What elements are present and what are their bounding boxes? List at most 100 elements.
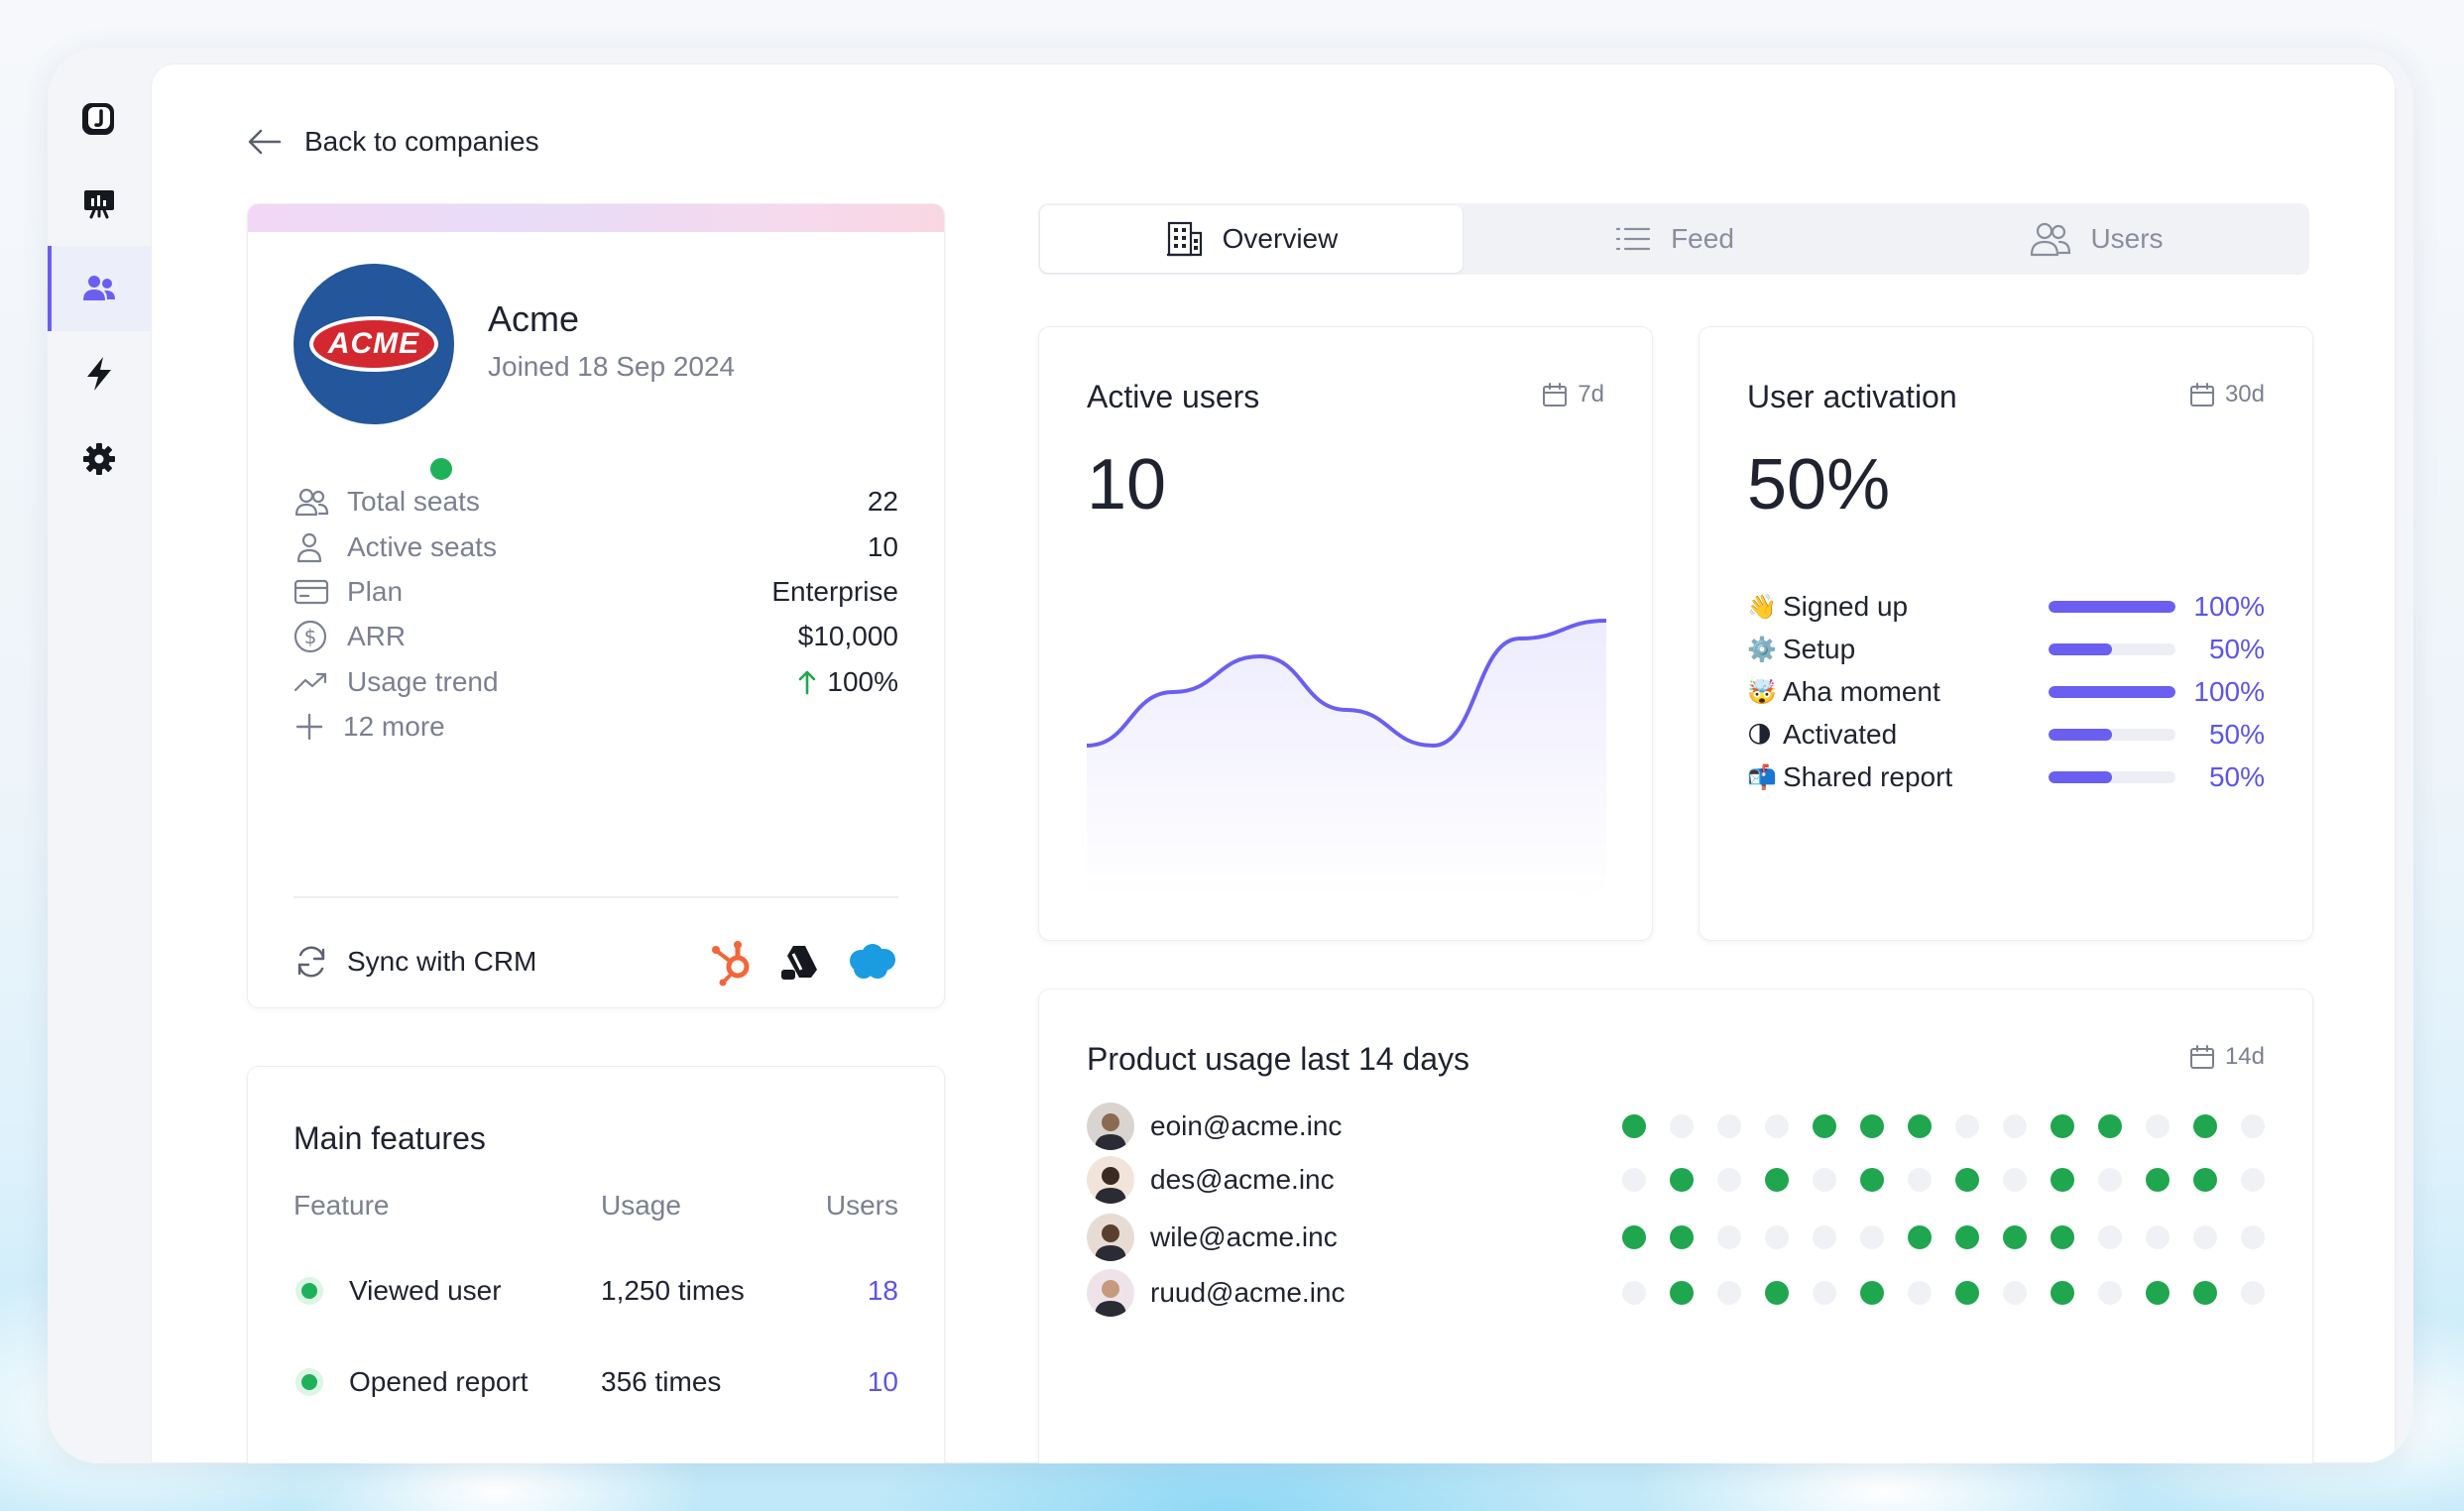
inactive-day-dot xyxy=(1955,1114,1979,1138)
salesforce-icon[interactable] xyxy=(845,942,898,982)
user-email: eoin@acme.inc xyxy=(1150,1110,1343,1141)
activation-step-row[interactable]: 🤯 Aha moment 100% xyxy=(1747,672,2265,712)
daily-usage-dots xyxy=(1622,1225,2265,1249)
attribute-row-active-seats: Active seats 10 xyxy=(293,523,898,571)
attribute-value: 10 xyxy=(867,531,898,562)
period-selector[interactable]: 14d xyxy=(2189,1043,2265,1071)
show-more-attributes-button[interactable]: 12 more xyxy=(293,703,898,751)
sidebar-item-companies[interactable] xyxy=(48,246,151,331)
step-progress-fill xyxy=(2049,729,2112,741)
user-icon xyxy=(293,531,329,563)
sidebar-logo[interactable] xyxy=(48,75,151,161)
inactive-day-dot xyxy=(2146,1114,2170,1138)
online-status-dot xyxy=(426,454,456,484)
step-emoji-icon: 📬 xyxy=(1747,763,1777,791)
inactive-day-dot xyxy=(2003,1168,2027,1192)
attio-icon[interactable] xyxy=(779,942,823,982)
plus-icon xyxy=(293,711,329,743)
sidebar-item-automations[interactable] xyxy=(48,331,151,416)
tab-feed[interactable]: Feed xyxy=(1463,203,1885,275)
sidebar xyxy=(48,48,151,1463)
inactive-day-dot xyxy=(1860,1225,1884,1249)
feature-users-link[interactable]: 18 xyxy=(867,1275,898,1306)
arrow-up-icon xyxy=(799,670,816,695)
attribute-label: Active seats xyxy=(347,531,497,562)
sync-with-crm-row[interactable]: Sync with CRM xyxy=(293,934,898,989)
attribute-value: 22 xyxy=(867,486,898,517)
main-features-card: Main features Feature Usage Users Viewed… xyxy=(247,1066,945,1463)
active-status-dot xyxy=(295,1277,323,1305)
active-users-card: Active users 7d 10 xyxy=(1038,326,1653,941)
sync-icon xyxy=(297,946,325,978)
back-link-label: Back to companies xyxy=(304,126,539,157)
list-icon xyxy=(1615,227,1651,251)
step-emoji-icon: 👋 xyxy=(1747,593,1777,621)
table-row[interactable]: Viewed user 1,250 times 18 xyxy=(293,1275,898,1307)
company-logo: ACME xyxy=(293,264,456,484)
activation-step-row[interactable]: 🌗 Activated 50% xyxy=(1747,715,2265,755)
inactive-day-dot xyxy=(1813,1281,1836,1305)
step-percentage: 50% xyxy=(2208,634,2265,664)
inactive-day-dot xyxy=(1717,1281,1741,1305)
list-item[interactable]: des@acme.inc xyxy=(1087,1152,2265,1208)
step-label: Activated xyxy=(1783,719,1898,750)
sidebar-item-settings[interactable] xyxy=(48,416,151,502)
active-day-dot xyxy=(1622,1114,1646,1138)
active-users-chart xyxy=(1087,619,1606,900)
step-percentage: 50% xyxy=(2208,719,2265,750)
avatar xyxy=(1087,1214,1134,1261)
step-percentage: 100% xyxy=(2193,676,2265,707)
step-percentage: 100% xyxy=(2193,591,2265,622)
inactive-day-dot xyxy=(2241,1114,2265,1138)
company-card: ACME Acme Joined 18 Sep 2024 Total seats… xyxy=(247,203,945,1008)
period-selector[interactable]: 30d xyxy=(2189,381,2265,408)
step-label: Shared report xyxy=(1783,761,1953,792)
period-label: 30d xyxy=(2224,381,2265,407)
list-item[interactable]: wile@acme.inc xyxy=(1087,1210,2265,1265)
active-status-dot xyxy=(295,1368,323,1396)
tab-label: Overview xyxy=(1222,223,1339,254)
active-day-dot xyxy=(1765,1281,1789,1305)
daily-usage-dots xyxy=(1622,1168,2265,1192)
table-row[interactable]: Opened report 356 times 10 xyxy=(293,1366,898,1398)
active-day-dot xyxy=(2193,1114,2217,1138)
daily-usage-dots xyxy=(1622,1114,2265,1138)
feature-users-link[interactable]: 10 xyxy=(867,1366,898,1397)
attribute-row-plan: Plan Enterprise xyxy=(293,568,898,616)
company-name: Acme xyxy=(488,298,580,339)
building-icon xyxy=(1166,221,1202,257)
inactive-day-dot xyxy=(1717,1168,1741,1192)
inactive-day-dot xyxy=(2146,1225,2170,1249)
attribute-label: Usage trend xyxy=(347,666,499,697)
step-label: Signed up xyxy=(1783,591,1909,622)
trend-icon xyxy=(293,666,329,698)
activation-step-row[interactable]: 👋 Signed up 100% xyxy=(1747,587,2265,627)
step-label: Aha moment xyxy=(1783,676,1940,707)
active-day-dot xyxy=(2146,1168,2170,1192)
back-to-companies-link[interactable]: Back to companies xyxy=(247,118,539,166)
company-logo-text: ACME xyxy=(309,316,438,372)
activation-step-row[interactable]: ⚙️ Setup 50% xyxy=(1747,630,2265,669)
list-item[interactable]: ruud@acme.inc xyxy=(1087,1265,2265,1321)
hubspot-icon[interactable] xyxy=(710,937,758,987)
tab-users[interactable]: Users xyxy=(1885,203,2307,275)
attribute-row-usage-trend: Usage trend 100% xyxy=(293,658,898,706)
list-item[interactable]: eoin@acme.inc xyxy=(1087,1099,2265,1154)
app-window: Back to companies ACME Acme Joined 18 Se… xyxy=(48,48,2413,1463)
column-header-usage: Usage xyxy=(601,1190,681,1220)
inactive-day-dot xyxy=(2003,1114,2027,1138)
activation-step-row[interactable]: 📬 Shared report 50% xyxy=(1747,757,2265,797)
sidebar-item-dashboard[interactable] xyxy=(48,161,151,246)
inactive-day-dot xyxy=(2098,1168,2122,1192)
step-label: Setup xyxy=(1783,634,1856,664)
crm-integrations xyxy=(710,937,898,987)
inactive-day-dot xyxy=(1717,1225,1741,1249)
tab-overview[interactable]: Overview xyxy=(1040,205,1463,273)
active-day-dot xyxy=(2193,1168,2217,1192)
users-icon xyxy=(293,486,329,518)
features-table-header: Feature Usage Users xyxy=(293,1190,898,1221)
dashboard-icon xyxy=(84,190,114,219)
active-day-dot xyxy=(2098,1114,2122,1138)
feature-name: Viewed user xyxy=(349,1275,502,1306)
period-selector[interactable]: 7d xyxy=(1542,381,1604,408)
